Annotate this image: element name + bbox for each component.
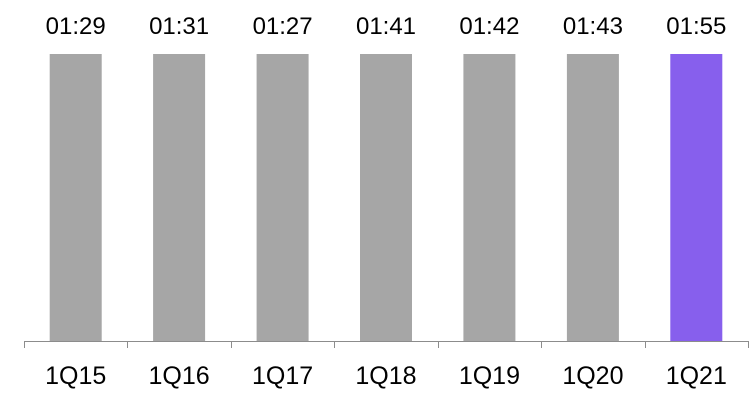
bar-1q16	[153, 54, 206, 341]
category-label-1q17: 1Q17	[252, 362, 313, 390]
bar-1q20	[566, 54, 619, 341]
category-label-1q15: 1Q15	[45, 362, 106, 390]
data-label-1q16: 01:31	[149, 13, 209, 40]
category-label-1q18: 1Q18	[355, 362, 416, 390]
bar-1q19	[463, 54, 516, 341]
bar-1q21	[670, 54, 723, 341]
category-label-1q21: 1Q21	[666, 362, 727, 390]
data-label-1q15: 01:29	[46, 13, 106, 40]
value-labels-group: 01:29 01:31 01:27 01:41 01:42 01:43 01:55	[46, 13, 727, 40]
bar-1q17	[256, 54, 309, 341]
category-label-1q16: 1Q16	[149, 362, 210, 390]
category-label-1q20: 1Q20	[562, 362, 623, 390]
x-axis	[24, 341, 749, 348]
data-label-1q19: 01:42	[459, 13, 519, 40]
data-label-1q21: 01:55	[666, 13, 726, 40]
bar-1q18	[360, 54, 412, 341]
category-label-1q19: 1Q19	[459, 362, 520, 390]
data-label-1q18: 01:41	[356, 13, 416, 40]
data-label-1q20: 01:43	[563, 13, 623, 40]
category-labels-group: 1Q15 1Q16 1Q17 1Q18 1Q19 1Q20 1Q21	[45, 362, 727, 390]
data-label-1q17: 01:27	[253, 13, 313, 40]
bar-1q15	[49, 54, 102, 341]
bars-group	[49, 54, 723, 341]
